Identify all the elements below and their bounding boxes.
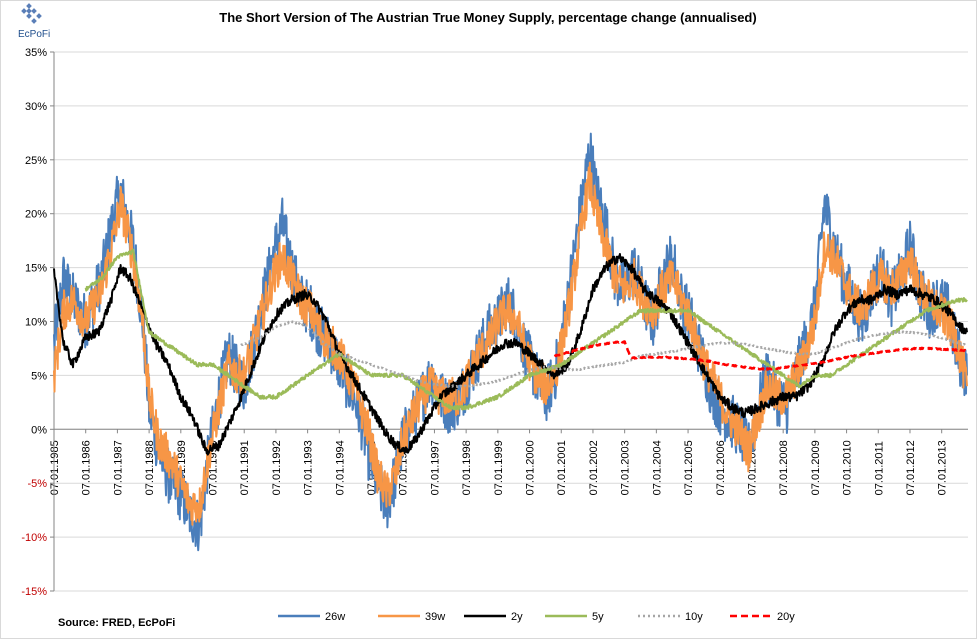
- y-tick-label: 35%: [25, 47, 47, 59]
- x-tick-label: 07.01.2005: [683, 440, 695, 495]
- x-tick-label: 07.01.1997: [429, 440, 441, 495]
- x-tick-label: 07.01.1994: [334, 440, 346, 495]
- y-tick-label: 5%: [31, 370, 47, 382]
- x-tick-label: 07.01.2003: [620, 440, 632, 495]
- y-tick-label: 30%: [25, 101, 47, 113]
- y-tick-label: 0%: [31, 424, 47, 436]
- x-tick-label: 07.01.2004: [651, 440, 663, 495]
- legend: 26w 39w 2y 5y 10y 20y: [278, 611, 795, 623]
- x-tick-label: 07.01.1985: [49, 440, 61, 495]
- y-tick-label: 20%: [25, 209, 47, 221]
- y-axis-tick-labels: 35% 30% 25% 20% 15% 10% 5% 0% -5% -10% -15%: [21, 47, 47, 598]
- legend-label-5y: 5y: [592, 611, 604, 623]
- y-tick-label: 10%: [25, 317, 47, 329]
- y-tick-label: 25%: [25, 155, 47, 167]
- x-tick-label: 07.01.1998: [461, 440, 473, 495]
- series-line-20y: [553, 340, 968, 371]
- x-tick-label: 07.01.2006: [715, 440, 727, 495]
- axes: [50, 51, 968, 592]
- y-tick-label: -10%: [21, 532, 47, 544]
- x-tick-label: 07.01.1986: [81, 440, 93, 495]
- x-tick-label: 07.01.1992: [271, 440, 283, 495]
- x-tick-label: 07.01.2010: [842, 440, 854, 495]
- x-tick-label: 07.01.1999: [493, 440, 505, 495]
- x-tick-label: 07.01.2009: [810, 440, 822, 495]
- legend-label-26w: 26w: [325, 611, 345, 623]
- series-lines: [53, 132, 968, 552]
- legend-label-20y: 20y: [777, 611, 795, 623]
- x-tick-label: 07.01.2001: [556, 440, 568, 495]
- source-note: Source: FRED, EcPoFi: [58, 617, 175, 629]
- x-tick-label: 07.01.1991: [239, 440, 251, 495]
- legend-label-10y: 10y: [685, 611, 703, 623]
- x-tick-label: 07.01.2008: [778, 440, 790, 495]
- series-line-10y: [240, 320, 968, 388]
- x-tick-label: 07.01.2012: [905, 440, 917, 495]
- legend-label-39w: 39w: [425, 611, 445, 623]
- legend-label-2y: 2y: [511, 611, 523, 623]
- chart-title: The Short Version of The Austrian True M…: [219, 10, 756, 25]
- y-tick-label: 15%: [25, 263, 47, 275]
- x-tick-label: 07.01.1987: [112, 440, 124, 495]
- y-tick-label: -15%: [21, 586, 47, 598]
- x-tick-label: 07.01.2000: [525, 440, 537, 495]
- x-tick-label: 07.01.1988: [144, 440, 156, 495]
- x-axis-tick-labels: 07.01.1985 07.01.1986 07.01.1987 07.01.1988…: [49, 440, 949, 495]
- x-tick-label: 07.01.2013: [937, 440, 949, 495]
- series-line-5y: [84, 248, 968, 411]
- x-tick-label: 07.01.2002: [588, 440, 600, 495]
- x-tick-label: 07.01.1993: [303, 440, 315, 495]
- y-tick-label: -5%: [27, 478, 47, 490]
- series-line-39w: [53, 161, 968, 526]
- x-tick-label: 07.01.2011: [873, 441, 885, 495]
- logo-text: EcPoFi: [18, 29, 50, 40]
